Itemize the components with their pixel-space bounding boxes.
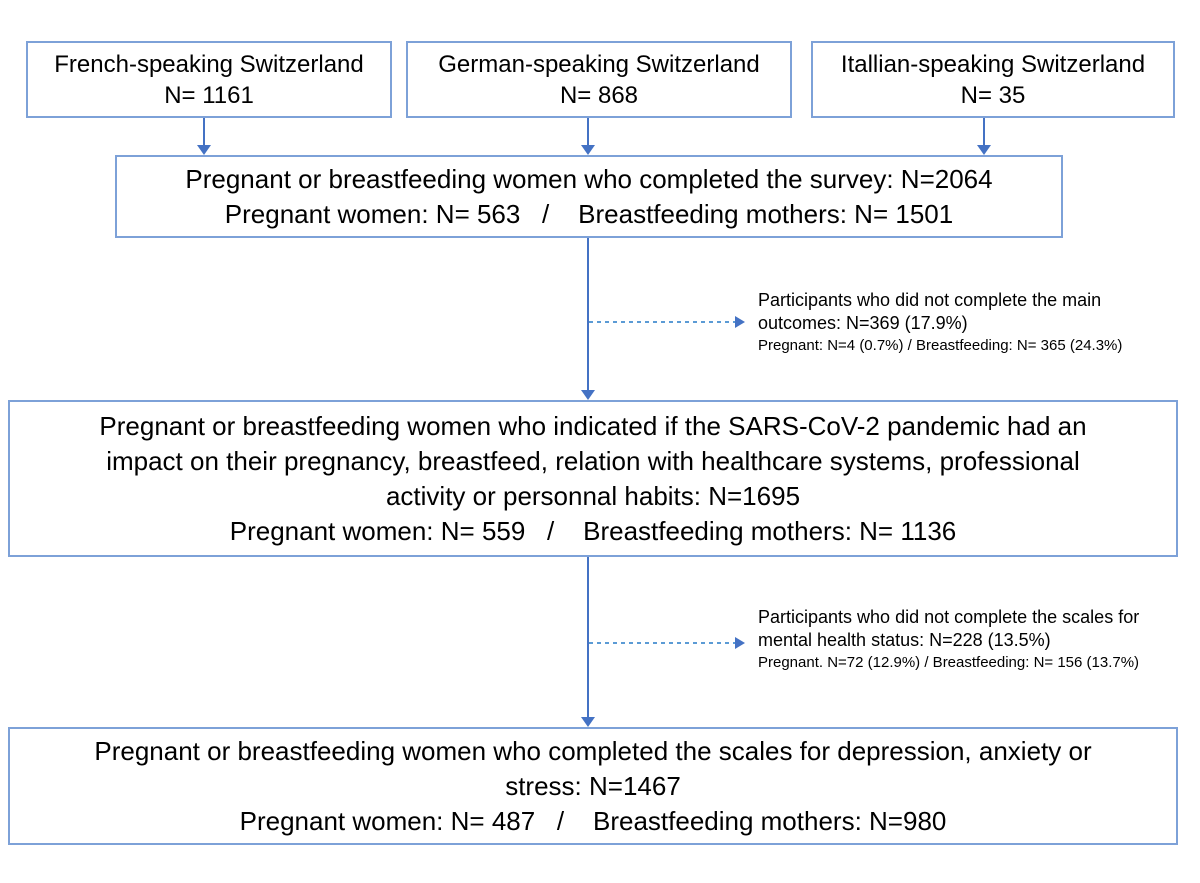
box-completed-survey: Pregnant or breastfeeding women who comp… <box>115 155 1063 238</box>
dashed-arrow-mental-health <box>589 642 735 644</box>
survey-total-line: Pregnant or breastfeeding women who comp… <box>185 163 993 194</box>
impact-line: Pregnant or breastfeeding women who indi… <box>99 410 1087 441</box>
impact-line: activity or personnal habits: N=1695 <box>385 480 801 511</box>
arrowhead-down-icon <box>581 145 595 155</box>
scales-line: Pregnant or breastfeeding women who comp… <box>94 735 1092 766</box>
connector-survey-to-impact <box>587 238 589 391</box>
region-count: N= 1161 <box>164 81 254 109</box>
scales-line: stress: N=1467 <box>505 770 681 801</box>
connector-impact-to-scales <box>587 557 589 718</box>
arrow-german-to-survey <box>587 118 589 146</box>
arrowhead-right-icon <box>735 316 745 328</box>
box-french-speaking: French-speaking Switzerland N= 1161 <box>26 41 392 118</box>
box-completed-scales: Pregnant or breastfeeding women who comp… <box>8 727 1178 845</box>
region-count: N= 868 <box>559 81 639 109</box>
survey-breakdown-line: Pregnant women: N= 563 / Breastfeeding m… <box>224 198 954 229</box>
box-german-speaking: German-speaking Switzerland N= 868 <box>406 41 792 118</box>
note-not-completed-scales: Participants who did not complete the sc… <box>758 606 1183 674</box>
note-main-line: Participants who did not complete the ma… <box>758 290 1102 310</box>
arrowhead-down-icon <box>197 145 211 155</box>
box-italian-speaking: Itallian-speaking Switzerland N= 35 <box>811 41 1175 118</box>
arrow-french-to-survey <box>203 118 205 146</box>
note-main-line: outcomes: N=369 (17.9%) <box>758 313 968 333</box>
region-label: German-speaking Switzerland <box>438 50 760 78</box>
region-label: Itallian-speaking Switzerland <box>840 50 1146 78</box>
note-main-line: Participants who did not complete the sc… <box>758 607 1140 627</box>
note-main-line: mental health status: N=228 (13.5%) <box>758 630 1051 650</box>
scales-breakdown-line: Pregnant women: N= 487 / Breastfeeding m… <box>239 805 947 836</box>
arrowhead-down-icon <box>581 390 595 400</box>
note-not-completed-outcomes: Participants who did not complete the ma… <box>758 289 1178 357</box>
impact-breakdown-line: Pregnant women: N= 559 / Breastfeeding m… <box>229 515 957 546</box>
arrowhead-down-icon <box>977 145 991 155</box>
arrowhead-right-icon <box>735 637 745 649</box>
impact-line: impact on their pregnancy, breastfeed, r… <box>106 445 1080 476</box>
note-sub-line: Pregnant. N=72 (12.9%) / Breastfeeding: … <box>758 654 1140 671</box>
region-count: N= 35 <box>960 81 1026 109</box>
note-sub-line: Pregnant: N=4 (0.7%) / Breastfeeding: N=… <box>758 337 1123 354</box>
region-label: French-speaking Switzerland <box>54 50 364 78</box>
dashed-arrow-outcomes <box>589 321 735 323</box>
box-pandemic-impact: Pregnant or breastfeeding women who indi… <box>8 400 1178 557</box>
arrow-italian-to-survey <box>983 118 985 146</box>
arrowhead-down-icon <box>581 717 595 727</box>
